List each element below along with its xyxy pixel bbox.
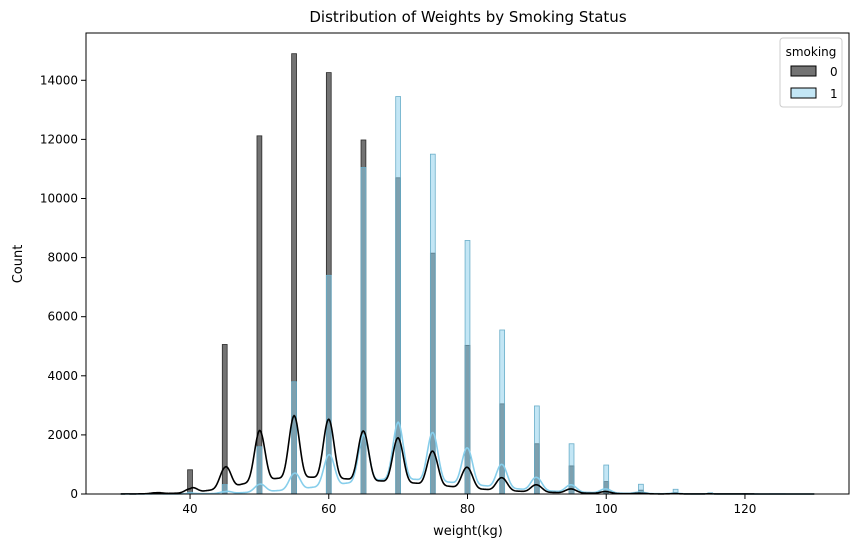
bars-series-0: [152, 53, 748, 495]
y-tick-label: 8000: [47, 251, 78, 265]
bar-series-0-x45: [221, 344, 228, 495]
bar-series-0-x40: [187, 469, 193, 495]
plot-area: [120, 53, 815, 495]
y-tick-label: 12000: [40, 132, 78, 146]
bar-series-1-x65: [360, 167, 367, 495]
legend-label-1: 1: [830, 87, 838, 101]
bar-series-1-x90: [534, 405, 540, 495]
bar-series-1-x70: [395, 96, 401, 495]
x-tick-label: 100: [595, 502, 618, 516]
x-tick-label: 120: [734, 502, 757, 516]
legend: smoking 0 1: [779, 37, 843, 108]
y-tick-label: 6000: [47, 310, 78, 324]
legend-swatch-0: [790, 65, 817, 77]
bar-series-0-x50: [256, 135, 263, 495]
bar-series-1-x75: [429, 153, 436, 495]
y-axis-ticks: 0 2000 4000 6000 8000 10000 12000 14000: [40, 73, 86, 501]
legend-swatch-1: [790, 87, 817, 99]
bar-series-1-x55: [291, 381, 297, 495]
legend-label-0: 0: [830, 65, 838, 79]
y-axis-label: Count: [11, 245, 26, 284]
x-axis-ticks: 40 60 80 100 120: [182, 494, 756, 516]
bar-series-1-x50: [256, 446, 263, 495]
bar-series-1-x60: [325, 274, 332, 495]
y-tick-label: 4000: [47, 369, 78, 383]
legend-title: smoking: [786, 45, 837, 59]
y-tick-label: 14000: [40, 73, 78, 87]
bars-series-1: [187, 96, 748, 495]
y-tick-label: 2000: [47, 428, 78, 442]
bar-series-1-x95: [568, 443, 575, 495]
x-tick-label: 40: [182, 502, 197, 516]
x-tick-label: 80: [460, 502, 475, 516]
chart-title: Distribution of Weights by Smoking Statu…: [309, 8, 626, 26]
y-tick-label: 0: [70, 487, 78, 501]
x-tick-label: 60: [321, 502, 336, 516]
y-tick-label: 10000: [40, 191, 78, 205]
x-axis-label: weight(kg): [433, 524, 503, 539]
bar-series-1-x85: [499, 329, 506, 495]
bar-series-1-x80: [464, 240, 471, 495]
